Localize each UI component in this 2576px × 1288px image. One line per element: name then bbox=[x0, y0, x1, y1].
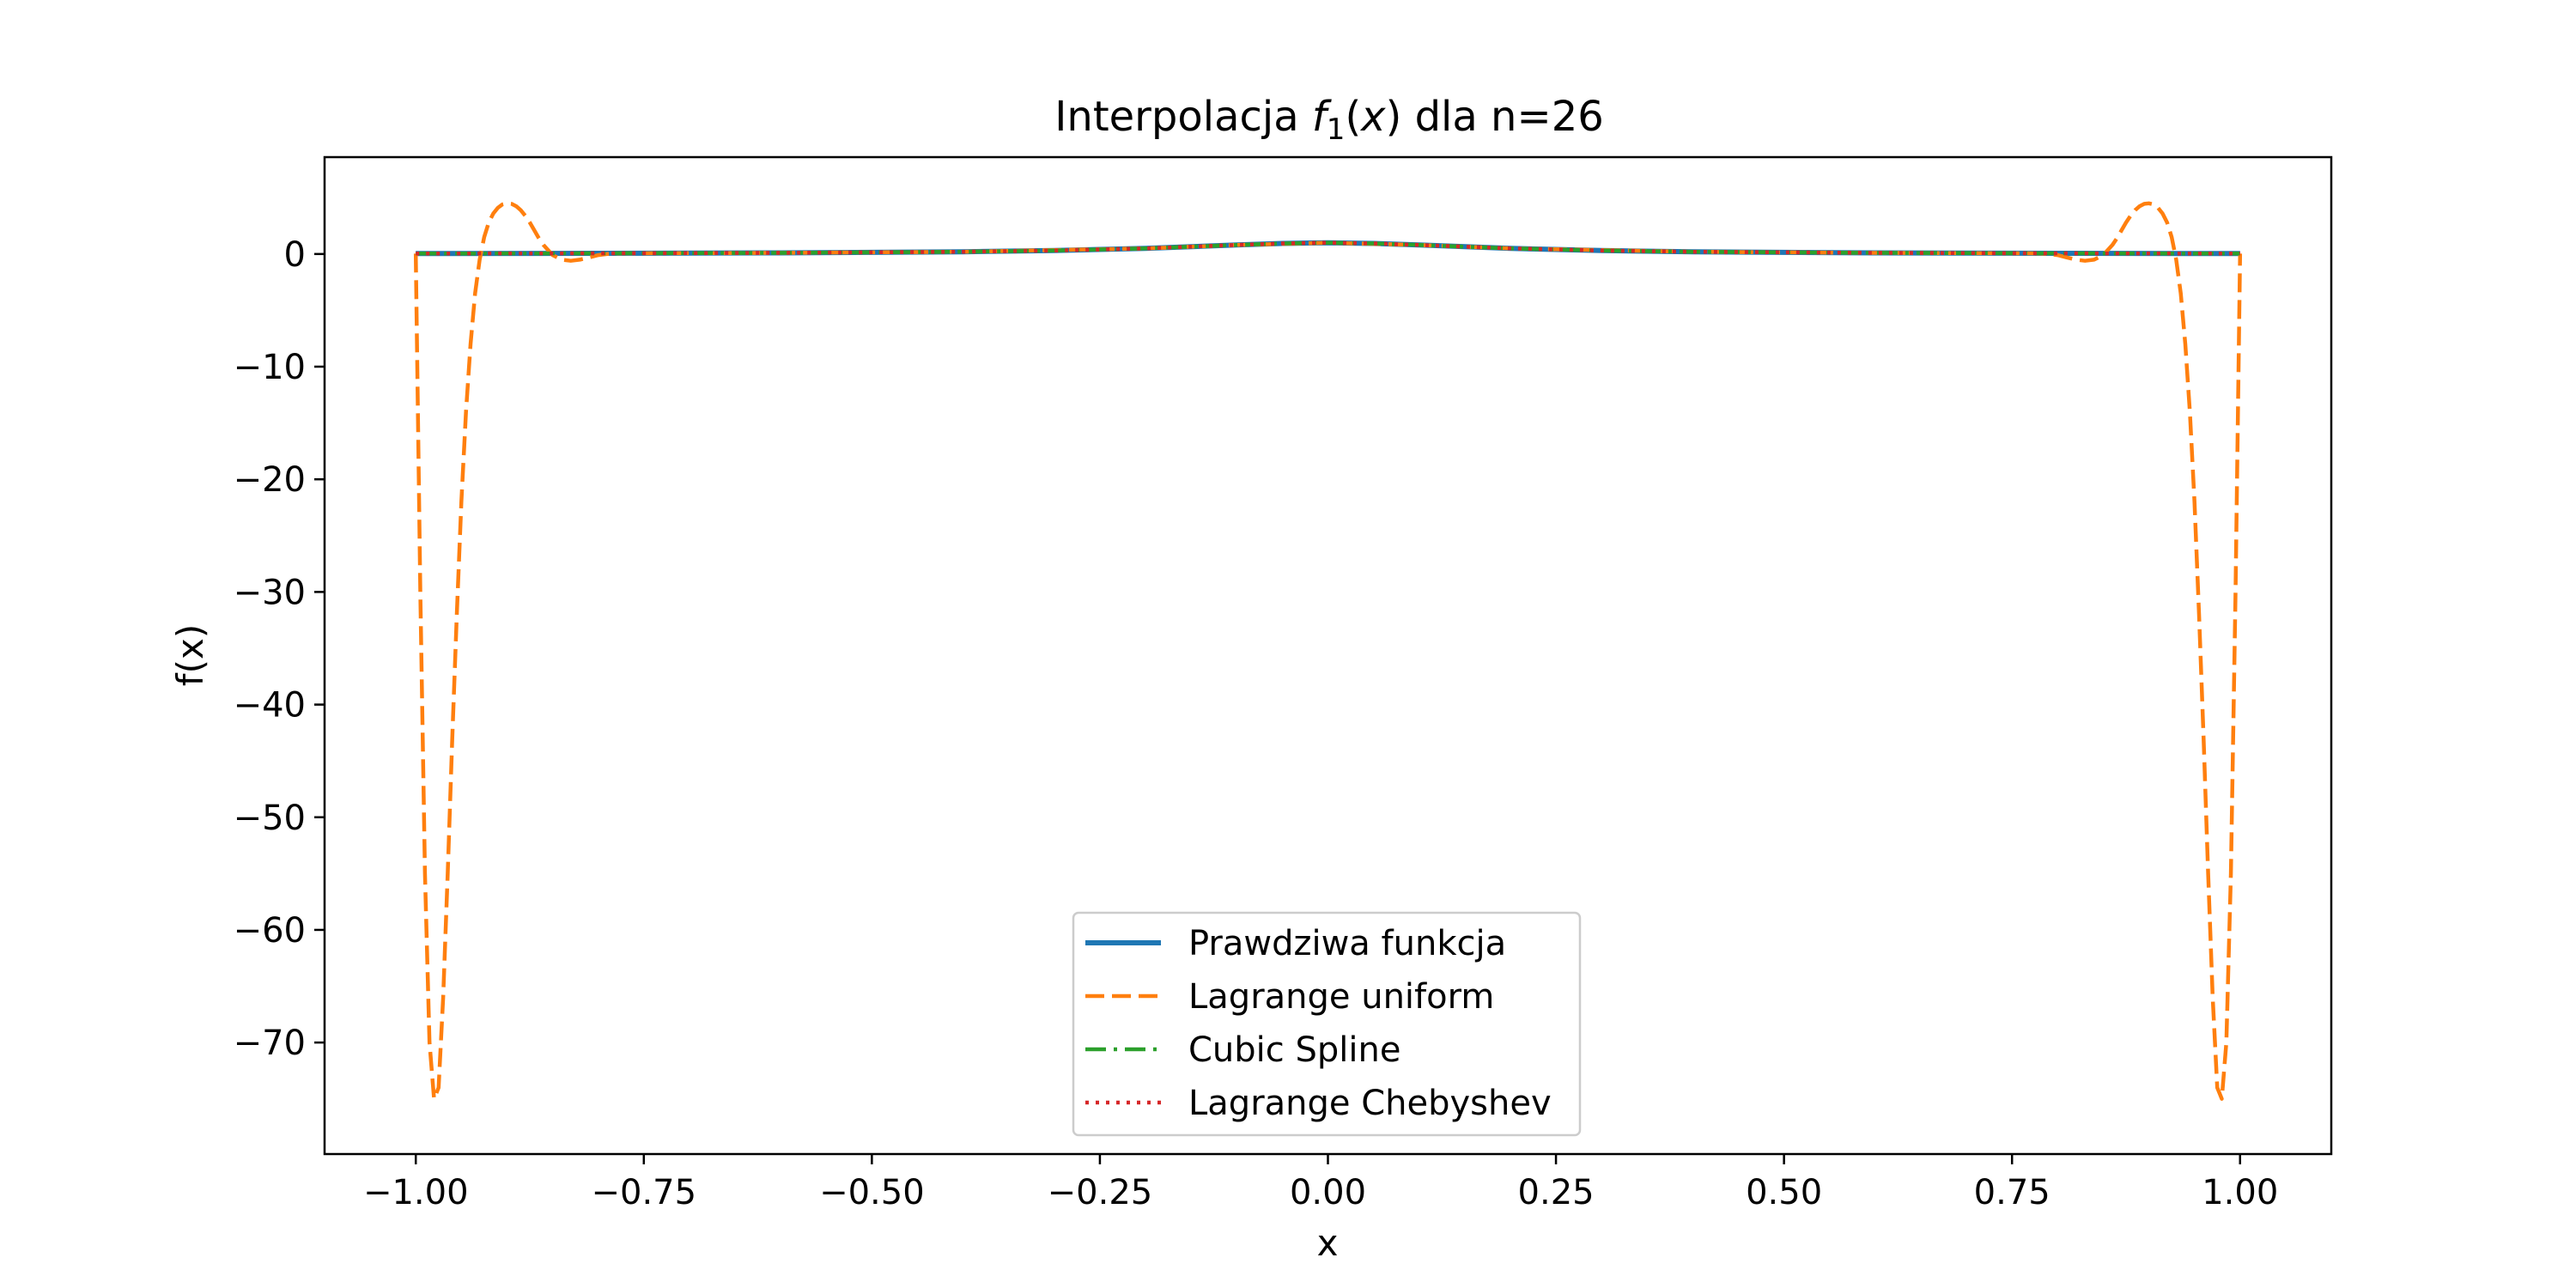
chart-title-close: ) bbox=[1386, 93, 1402, 141]
chart-title-main: Interpolacja bbox=[1054, 93, 1298, 141]
chart-title-open: ( bbox=[1345, 93, 1361, 141]
x-tick-label: 1.00 bbox=[2202, 1173, 2278, 1212]
y-tick-label: −30 bbox=[234, 573, 306, 612]
y-tick-label: −60 bbox=[234, 911, 306, 951]
y-tick-label: 0 bbox=[284, 235, 306, 275]
y-tick-label: −50 bbox=[234, 799, 306, 838]
legend-label: Lagrange uniform bbox=[1188, 977, 1494, 1017]
x-tick-label: −0.25 bbox=[1048, 1173, 1153, 1212]
y-axis-label: f(x) bbox=[169, 624, 211, 686]
y-axis-ticks: 0 −10 −20 −30 −40 −50 −60 −70 bbox=[234, 235, 325, 1063]
legend: Prawdziwa funkcja Lagrange uniform Cubic S… bbox=[1072, 911, 1582, 1137]
series-line-lagrange-chebyshev bbox=[416, 240, 2240, 256]
x-axis-ticks: −1.00 −0.75 −0.50 −0.25 0.00 0.25 0.50 0.75 1.00 bbox=[363, 1154, 2278, 1212]
legend-label: Lagrange Chebyshev bbox=[1188, 1084, 1552, 1123]
y-tick-label: −40 bbox=[234, 686, 306, 726]
legend-box bbox=[1072, 911, 1582, 1137]
chart-title-var: x bbox=[1359, 93, 1386, 141]
y-tick-label: −70 bbox=[234, 1024, 306, 1063]
y-tick-label: −10 bbox=[234, 348, 306, 387]
chart-title-rest: dla n=26 bbox=[1401, 93, 1603, 141]
legend-label: Prawdziwa funkcja bbox=[1188, 924, 1506, 963]
x-tick-label: −1.00 bbox=[363, 1173, 469, 1212]
x-tick-label: 0.75 bbox=[1974, 1173, 2050, 1212]
x-tick-label: 0.00 bbox=[1290, 1173, 1366, 1212]
legend-label: Cubic Spline bbox=[1188, 1030, 1400, 1070]
x-tick-label: 0.50 bbox=[1746, 1173, 1822, 1212]
x-axis-label: x bbox=[1317, 1222, 1339, 1264]
chart-title-sub: 1 bbox=[1327, 112, 1346, 147]
x-tick-label: −0.75 bbox=[592, 1173, 697, 1212]
series-line-lagrange-uniform bbox=[413, 201, 2243, 1101]
series-layer bbox=[413, 201, 2243, 1101]
x-tick-label: 0.25 bbox=[1518, 1173, 1595, 1212]
chart-title: Interpolacja f1(x) dla n=26 bbox=[1054, 93, 1604, 147]
x-tick-label: −0.50 bbox=[819, 1173, 925, 1212]
y-tick-label: −20 bbox=[234, 460, 306, 500]
